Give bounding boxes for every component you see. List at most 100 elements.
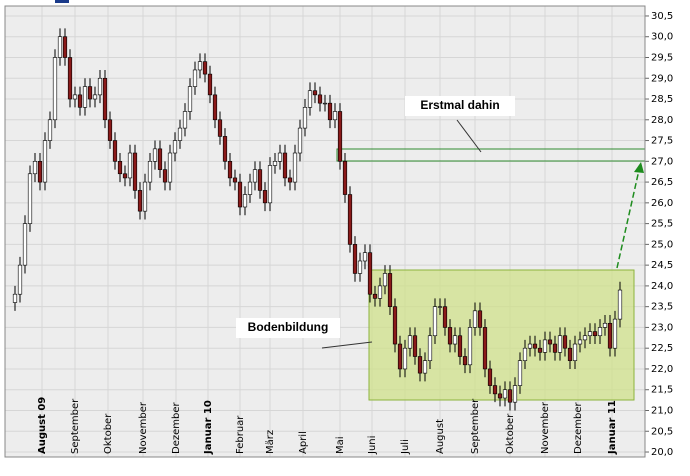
x-tick-label: August 09 [37,397,48,454]
candle-body [532,343,538,349]
candle-body [492,385,498,395]
candle-body [227,161,233,179]
candle-body [612,318,618,349]
candle-body [322,102,328,105]
candle-body [32,161,38,175]
candle-body [62,36,68,58]
candle-body [262,190,268,204]
candle-body [497,393,503,399]
x-tick-label: August [435,419,446,454]
candle-body [97,77,103,96]
candle-body [122,173,128,179]
candle-body [87,86,93,100]
candle-body [212,94,218,121]
candle-body [567,347,573,361]
y-tick-label: 28,5 [651,94,673,105]
candle-body [177,127,183,141]
candle-body [472,310,478,328]
x-tick-label: November [138,401,149,454]
candle-body [507,389,513,403]
candle-body [477,310,483,328]
candle-body [222,136,228,162]
candle-body [67,57,73,100]
y-tick-label: 25,5 [651,219,673,230]
candle-body [272,161,278,166]
candle-body [82,86,88,108]
candle-body [72,94,78,100]
candle-body [357,260,363,274]
candle-body [182,111,188,129]
candle-body [242,194,248,208]
annotation: Bodenbildung [248,320,329,334]
candle-body [312,90,318,96]
annotations: Erstmal dahin Bodenbildung [236,96,644,349]
x-tick-label: Februar [235,415,246,454]
y-tick-label: 24,5 [651,260,673,271]
candle-body [557,335,563,353]
candle-body [307,90,313,108]
x-tick-label: Januar 11 [607,400,618,455]
x-tick-label: Mai [335,436,346,454]
y-tick-label: 22,5 [651,343,673,354]
candle-body [387,273,393,307]
candle-body [252,169,258,183]
y-tick-label: 26,0 [651,198,673,209]
candle-body [442,306,448,328]
candle-body [347,194,353,245]
marker [55,0,69,3]
candle-body [292,152,298,183]
y-tick-label: 25,0 [651,239,673,250]
candle-body [107,119,113,141]
candle-body [267,165,273,204]
candle-body [482,327,488,370]
x-tick-label: April [298,431,309,454]
pointer-line [321,341,373,349]
y-tick-label: 30,0 [651,32,673,43]
candle-body [572,343,578,361]
y-tick-label: 20,0 [651,447,673,458]
x-tick-label: Dezember [171,402,182,454]
y-tick-label: 29,5 [651,52,673,63]
candle-body [157,148,163,170]
x-tick-label: September [470,398,481,454]
candle-body [232,177,238,183]
candle-body [407,335,413,349]
y-tick-label: 27,0 [651,156,673,167]
candle-body [317,94,323,104]
candle-body [77,94,83,108]
candle-body [127,152,133,179]
y-tick-label: 21,0 [651,405,673,416]
pointer-line [456,119,482,153]
axis: 20,0 20,5 21,0 21,5 22,0 22,5 23,0 23,5 24,0 24,5… [37,11,673,458]
candle-body [592,331,598,337]
candle-body [257,169,263,191]
candle-body [372,293,378,299]
candle-body [502,389,508,399]
x-tick-label: Juli [400,439,411,455]
candle-body [152,148,158,162]
candle-body [397,343,403,370]
plot-border [4,5,646,458]
candle-body [617,289,623,320]
candle-body [392,306,398,345]
candle-body [602,322,608,328]
candle-body [512,385,518,403]
candle-body [362,252,368,262]
y-tick-label: 22,0 [651,364,673,375]
y-tick-label: 27,5 [651,136,673,147]
y-tick-label: 26,5 [651,177,673,188]
candle-body [52,57,58,121]
y-tick-label: 24,0 [651,281,673,292]
y-tick-label: 23,5 [651,302,673,313]
candle-body [22,223,28,266]
candle-body [27,173,33,224]
candle-body [457,335,463,357]
candle-body [417,356,423,374]
candle-body [432,306,438,337]
x-tick-label: Oktober [103,413,114,454]
candle-body [197,61,203,71]
candle-body [12,293,18,303]
candle-body [327,102,333,121]
x-tick-label: Dezember [573,402,584,454]
